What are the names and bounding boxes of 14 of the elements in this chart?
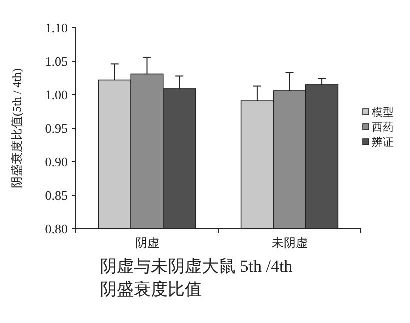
legend-label: 模型 xyxy=(372,107,394,119)
x-tick-label: 阴虚 xyxy=(135,236,160,250)
y-tick-label: 0.80 xyxy=(45,222,68,236)
y-tick-label: 0.90 xyxy=(45,154,68,170)
x-tick-label: 未阴虚 xyxy=(272,236,308,250)
y-tick-label: 0.85 xyxy=(45,188,68,203)
y-tick-label: 0.95 xyxy=(45,121,68,136)
y-axis-title: 阴盛衰度比值(5th / 4th) xyxy=(10,68,24,188)
legend-label: 辨证 xyxy=(372,136,394,149)
y-tick-label: 1.05 xyxy=(45,54,68,69)
legend-label: 西药 xyxy=(372,121,394,134)
y-tick-label: 1.10 xyxy=(45,20,68,36)
y-tick-label: 1.00 xyxy=(45,88,68,102)
text: 阴虚与未阴虚大鼠 5th /4th 阴盛衰度比值 xyxy=(100,256,294,301)
